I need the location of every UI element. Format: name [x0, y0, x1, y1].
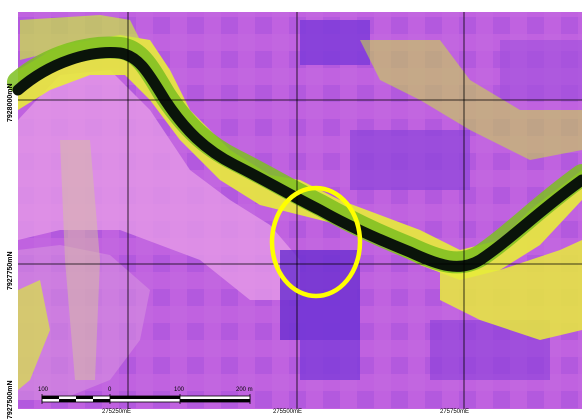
river-channel — [12, 47, 582, 272]
scale-label: 200 m — [236, 387, 253, 393]
purple-patch — [300, 300, 360, 380]
scale-label: 100 — [38, 387, 49, 393]
purple-patch — [500, 40, 582, 100]
yellow-left-edge — [18, 280, 50, 390]
yellow-top-left — [20, 15, 140, 60]
easting-label: 275750mE — [438, 409, 472, 415]
purple-patch — [350, 130, 470, 190]
scale-label: 100 — [174, 387, 185, 393]
purple-patch — [300, 20, 370, 65]
northing-label: 7927500mN — [7, 380, 14, 419]
northing-label: 7927750mN — [7, 251, 14, 290]
northing-label: 7928000mN — [7, 83, 14, 122]
pink-zone — [18, 70, 300, 300]
easting-label: 275250mE — [100, 409, 134, 415]
highlight-ellipse — [269, 185, 363, 299]
tan-strip — [60, 140, 100, 380]
easting-label: 275500mE — [271, 409, 305, 415]
scale-label: 0 — [108, 387, 112, 393]
yellow-band-right — [440, 240, 582, 340]
scale-bar — [41, 394, 251, 404]
